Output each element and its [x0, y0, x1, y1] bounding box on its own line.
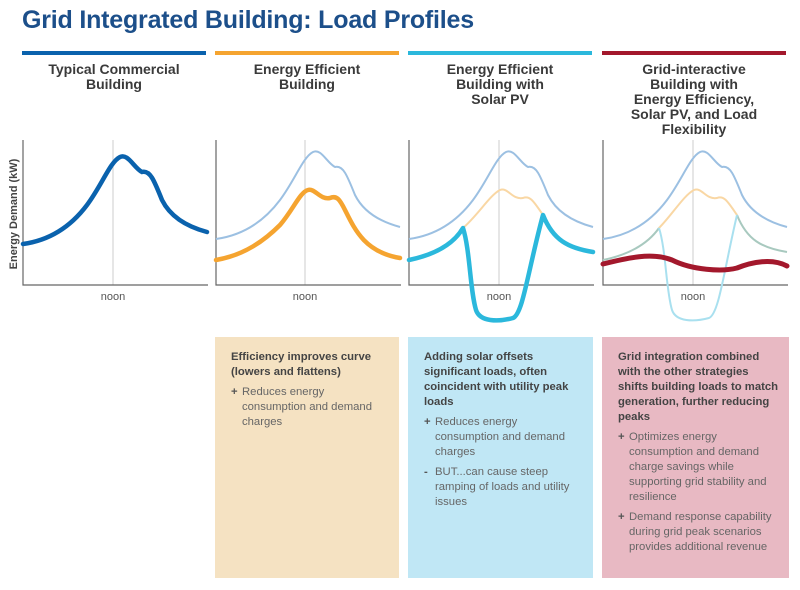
chart-solar	[406, 140, 596, 323]
efficient-solar-reference-curve	[602, 214, 788, 261]
box-item-text: Demand response capability during grid p…	[629, 511, 772, 553]
color-bar	[22, 51, 206, 55]
column-efficient: Energy Efficient Building	[215, 51, 399, 92]
solar-reference-curve	[658, 214, 738, 322]
column-typical: Typical Commercial Building	[22, 51, 206, 92]
color-bar	[215, 51, 399, 55]
column-grid: Grid-interactive Building with Energy Ef…	[602, 51, 786, 137]
y-axis-label: Energy Demand (kW)	[8, 158, 20, 270]
grid-description-box: Grid integration combined with the other…	[602, 337, 789, 578]
grid-interactive-load-curve	[600, 253, 790, 273]
x-tick-noon: noon	[486, 291, 512, 303]
box-item: - BUT...can cause steep ramping of loads …	[424, 465, 583, 510]
column-solar: Energy Efficient Building with Solar PV	[408, 51, 592, 107]
box-item-text: Reduces energy consumption and demand ch…	[435, 416, 566, 458]
chart-efficient	[213, 140, 403, 286]
box-lead: Adding solar offsets significant loads, …	[424, 351, 569, 408]
efficient-load-curve	[213, 187, 403, 263]
plus-icon: +	[618, 511, 625, 523]
plus-icon: +	[424, 416, 431, 428]
efficient-reference-curve	[658, 188, 738, 229]
box-item: + Demand response capability during grid …	[618, 510, 779, 555]
x-tick-noon: noon	[680, 291, 706, 303]
column-heading: Energy Efficient Building	[253, 61, 361, 92]
solar-description-box: Adding solar offsets significant loads, …	[408, 337, 593, 578]
typical-load-curve	[20, 154, 210, 247]
column-heading: Grid-interactive Building with Energy Ef…	[630, 61, 758, 137]
box-item-text: BUT...can cause steep ramping of loads a…	[435, 466, 570, 508]
box-lead: Grid integration combined with the other…	[618, 351, 779, 423]
box-item: + Optimizes energy consumption and demand…	[618, 430, 779, 505]
color-bar	[602, 51, 786, 55]
typical-reference-curve	[215, 150, 401, 240]
solar-load-curve	[406, 212, 596, 323]
box-lead: Efficiency improves curve (lowers and fl…	[231, 351, 372, 378]
column-heading: Typical Commercial Building	[48, 61, 180, 92]
efficient-reference-curve	[462, 188, 544, 229]
x-tick-noon: noon	[292, 291, 318, 303]
axes	[602, 140, 788, 286]
axes	[22, 140, 208, 286]
efficient-description-box: Efficiency improves curve (lowers and fl…	[215, 337, 399, 578]
axes	[215, 140, 401, 286]
plus-icon: +	[231, 386, 238, 398]
box-item: + Reduces energy consumption and demand c…	[424, 415, 583, 460]
chart-typical	[20, 140, 210, 286]
x-tick-noon: noon	[100, 291, 126, 303]
plus-icon: +	[618, 431, 625, 443]
axes	[408, 140, 594, 286]
typical-reference-curve	[408, 150, 594, 240]
page-title: Grid Integrated Building: Load Profiles	[22, 6, 474, 34]
color-bar	[408, 51, 592, 55]
minus-icon: -	[424, 466, 428, 478]
typical-reference-curve	[602, 150, 788, 240]
box-item: + Reduces energy consumption and demand c…	[231, 385, 389, 430]
column-heading: Energy Efficient Building with Solar PV	[446, 61, 554, 107]
box-item-text: Reduces energy consumption and demand ch…	[242, 386, 373, 428]
box-item-text: Optimizes energy consumption and demand …	[629, 431, 767, 503]
chart-grid	[600, 140, 790, 322]
